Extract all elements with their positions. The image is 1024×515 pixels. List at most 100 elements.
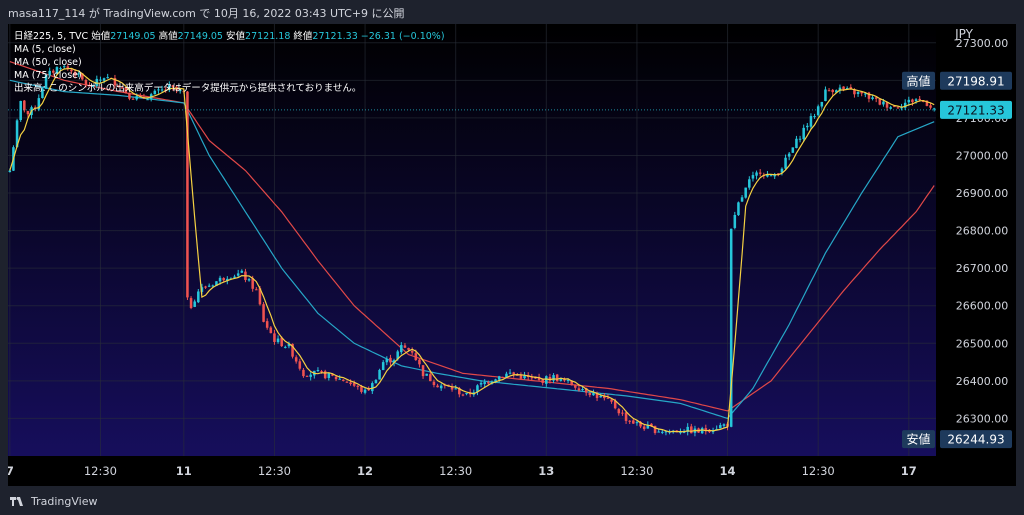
candle-body bbox=[686, 426, 689, 432]
candle-body bbox=[911, 99, 914, 103]
candle-body bbox=[835, 90, 838, 93]
candle-body bbox=[73, 71, 77, 76]
candle-body bbox=[309, 374, 312, 377]
candle-body bbox=[291, 343, 294, 357]
candle-body bbox=[646, 424, 650, 429]
candle-body bbox=[566, 380, 570, 382]
candle-body bbox=[164, 89, 167, 91]
price-tick-label: 26600.00 bbox=[956, 300, 1009, 313]
candle-body bbox=[102, 78, 106, 81]
ma5-path bbox=[9, 67, 935, 433]
candle-body bbox=[392, 360, 396, 363]
candle-body bbox=[396, 351, 399, 360]
time-axis[interactable]: 7 12:30 11 12:30 12 12:30 13 12:30 14 12:30 17 bbox=[6, 464, 917, 478]
price-labels: 高値 27198.91 27121.33 安値 26244.93 bbox=[8, 71, 1012, 449]
candle-body bbox=[157, 89, 160, 91]
candle-body bbox=[621, 412, 624, 414]
price-label-name: 高値 bbox=[906, 73, 930, 88]
candle-body bbox=[320, 371, 323, 373]
candle-body bbox=[77, 73, 80, 75]
candle-body bbox=[704, 428, 708, 431]
candle-body bbox=[555, 374, 559, 382]
candle-body bbox=[403, 345, 407, 348]
candle-body bbox=[59, 68, 62, 70]
ma50-path bbox=[9, 79, 935, 420]
candle-body bbox=[265, 321, 269, 328]
candle-body bbox=[791, 147, 795, 153]
candle-body bbox=[287, 343, 291, 347]
candle-body bbox=[758, 172, 762, 174]
candle-body bbox=[298, 361, 302, 369]
candle-body bbox=[160, 89, 164, 91]
candle-body bbox=[867, 92, 871, 99]
publish-header: masa117_114 が TradingView.com で 10月 16, … bbox=[0, 0, 1024, 24]
candle-body bbox=[41, 88, 44, 99]
candle-body bbox=[48, 70, 51, 76]
candle-body bbox=[889, 107, 892, 109]
candle-body bbox=[342, 379, 345, 381]
price-chart[interactable]: 27300.0027200.0027100.0027000.0026900.00… bbox=[6, 24, 1016, 486]
candle-body bbox=[120, 87, 124, 89]
candle-body bbox=[755, 172, 758, 176]
price-tick-label: 26900.00 bbox=[956, 187, 1009, 200]
candle-body bbox=[820, 101, 824, 107]
candle-body bbox=[744, 187, 747, 198]
time-tick-label: 12:30 bbox=[84, 464, 117, 478]
candle-body bbox=[559, 377, 563, 381]
candle-body bbox=[907, 99, 911, 103]
candle-body bbox=[280, 337, 283, 347]
candle-body bbox=[26, 111, 30, 115]
candle-body bbox=[215, 281, 218, 286]
candle-body bbox=[44, 74, 48, 89]
candle-body bbox=[385, 358, 389, 363]
price-tick-label: 26700.00 bbox=[956, 262, 1009, 275]
candle-body bbox=[537, 377, 541, 380]
candle-body bbox=[273, 333, 276, 342]
candle-body bbox=[864, 93, 867, 95]
price-label-badge bbox=[940, 430, 1012, 449]
candle-body bbox=[128, 92, 131, 99]
candle-body bbox=[70, 69, 73, 72]
candle-body bbox=[903, 102, 907, 108]
candle-body bbox=[262, 304, 265, 322]
publish-header-text: masa117_114 が TradingView.com で 10月 16, … bbox=[8, 7, 405, 20]
candle-body bbox=[15, 120, 19, 147]
chart-area[interactable]: 27300.0027200.0027100.0027000.0026900.00… bbox=[6, 24, 1016, 486]
candle-body bbox=[777, 173, 780, 175]
candle-body bbox=[222, 278, 225, 281]
candle-body bbox=[809, 116, 813, 127]
candle-body bbox=[302, 369, 305, 377]
candle-body bbox=[548, 377, 552, 381]
candle-body bbox=[632, 420, 635, 424]
tradingview-logo[interactable]: TradingView bbox=[10, 495, 97, 508]
candle-body bbox=[62, 66, 66, 68]
candle-body bbox=[824, 89, 827, 102]
candle-body bbox=[795, 138, 798, 148]
candle-body bbox=[8, 170, 12, 173]
candle-body bbox=[617, 409, 621, 414]
candle-body bbox=[316, 370, 320, 372]
time-tick-label: 14 bbox=[720, 464, 736, 478]
time-tick-label: 12:30 bbox=[620, 464, 653, 478]
candle-body bbox=[236, 273, 240, 276]
price-label-value: 26244.93 bbox=[947, 433, 1004, 447]
candle-body bbox=[932, 108, 936, 110]
candle-body bbox=[831, 89, 834, 93]
candle-body bbox=[613, 400, 617, 409]
candle-body bbox=[189, 298, 193, 308]
candle-body bbox=[893, 106, 896, 108]
candle-body bbox=[545, 376, 548, 384]
candle-body bbox=[436, 385, 439, 388]
candle-body bbox=[896, 107, 900, 109]
last-price-badge bbox=[940, 100, 1012, 119]
candle-body bbox=[784, 157, 787, 169]
time-tick-label: 12:30 bbox=[802, 464, 835, 478]
candle-body bbox=[588, 392, 592, 396]
time-tick-label: 13 bbox=[538, 464, 554, 478]
candle-body bbox=[106, 77, 109, 79]
candle-body bbox=[860, 91, 863, 94]
candle-body bbox=[925, 100, 929, 106]
candle-body bbox=[813, 116, 816, 118]
candle-body bbox=[168, 85, 171, 90]
candle-body bbox=[414, 353, 418, 361]
